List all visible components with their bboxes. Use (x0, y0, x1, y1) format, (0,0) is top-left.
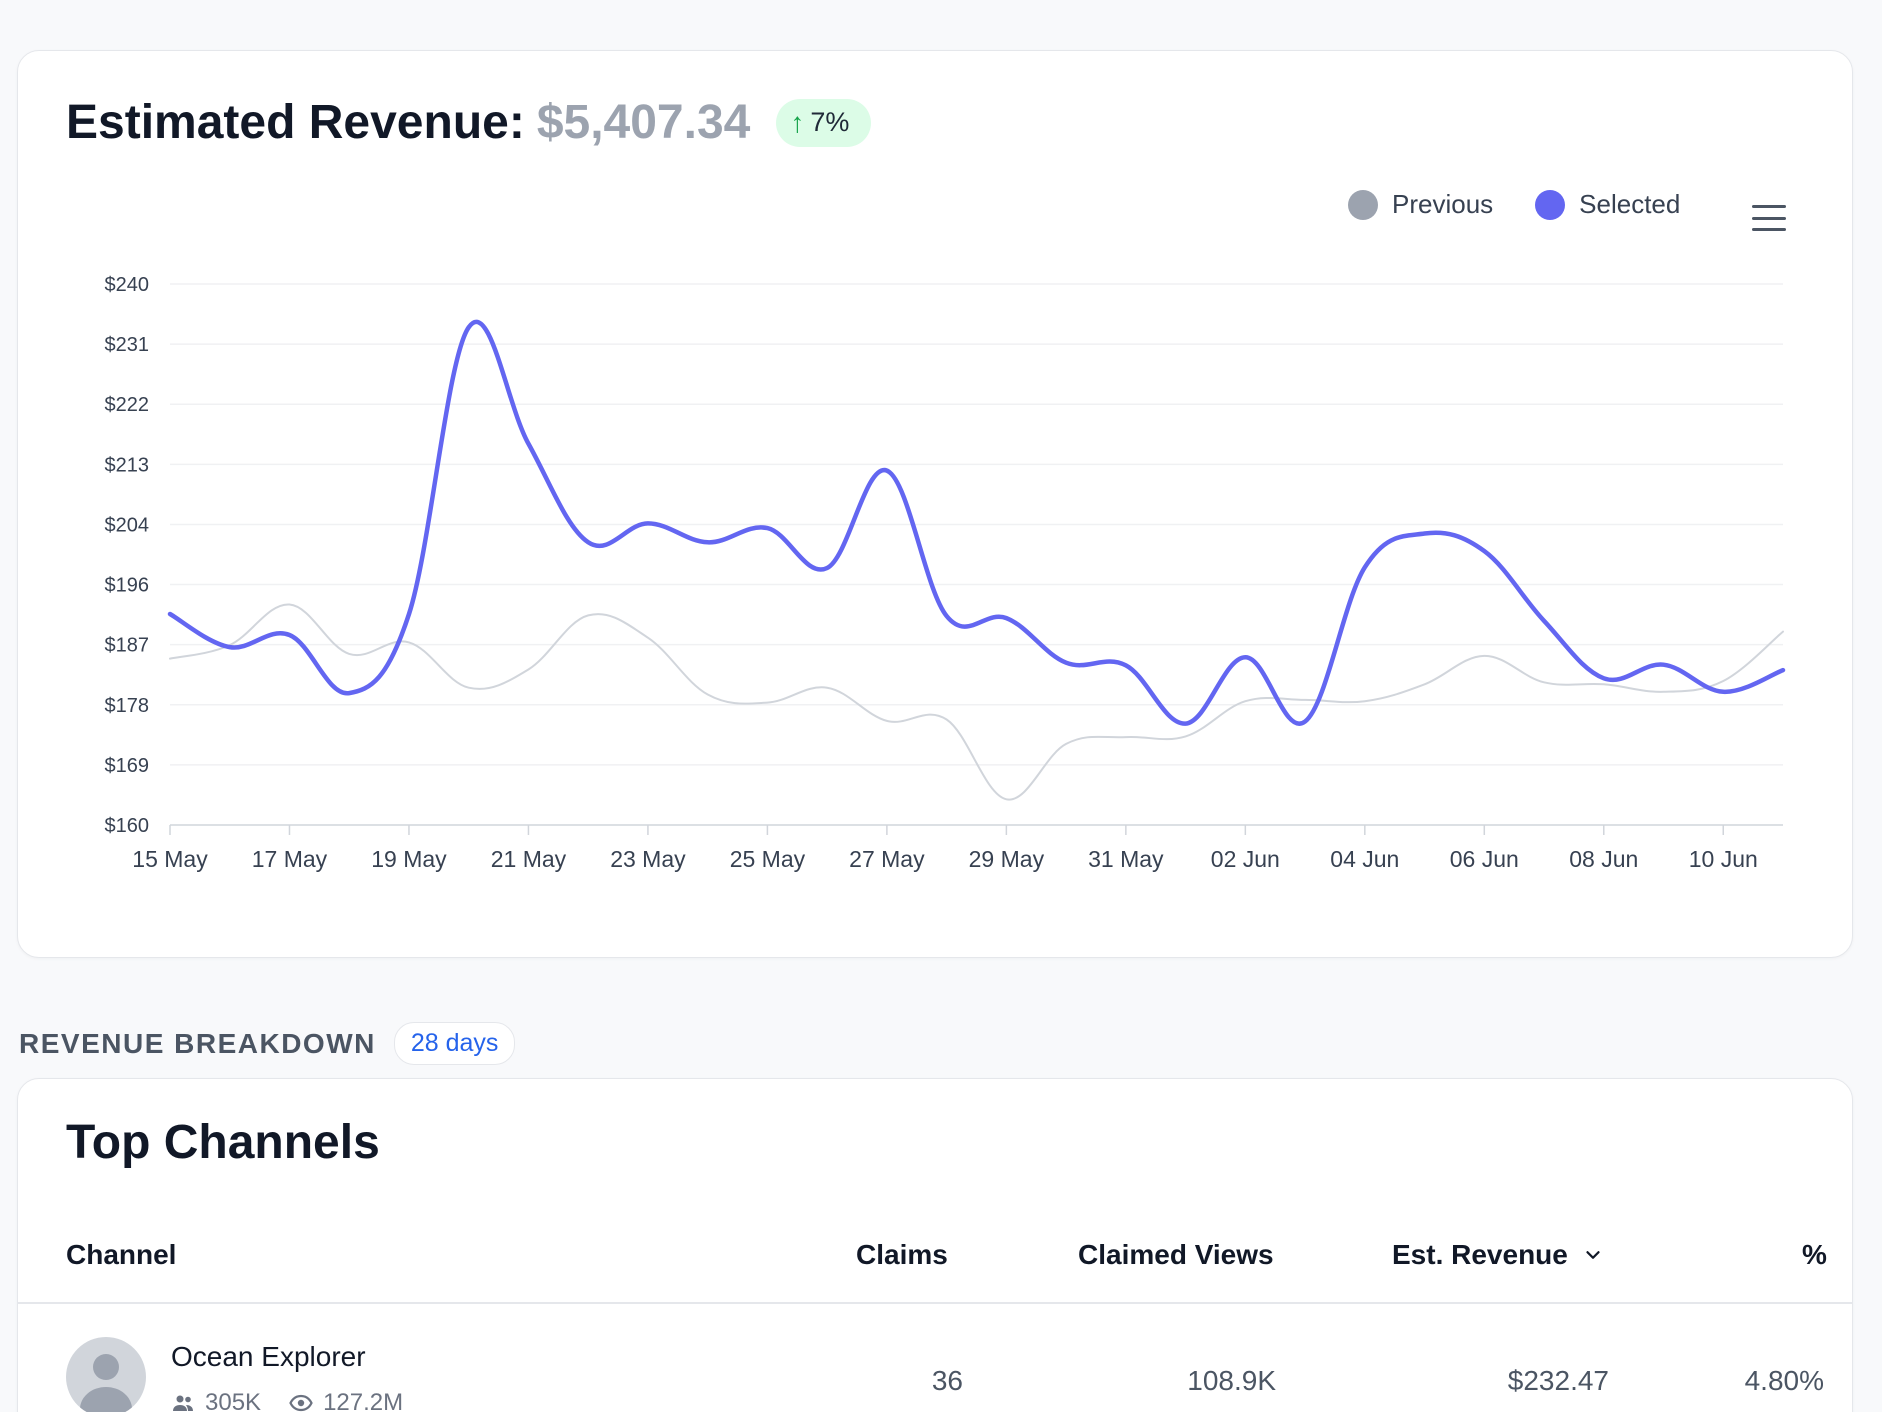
table-header-divider (18, 1302, 1852, 1304)
x-tick-label: 15 May (132, 846, 208, 872)
legend-label-selected: Selected (1579, 189, 1681, 219)
avatar (66, 1337, 146, 1412)
revenue-title: Estimated Revenue: $5,407.34 ↑ 7% (66, 95, 872, 150)
x-tick-label: 21 May (491, 846, 567, 872)
period-badge[interactable]: 28 days (393, 1022, 516, 1065)
top-channels-card: Top Channels Channel Claims Claimed View… (17, 1078, 1853, 1412)
x-tick-label: 29 May (969, 846, 1045, 872)
chevron-down-icon (1586, 1251, 1600, 1259)
legend-label-previous: Previous (1392, 189, 1494, 219)
change-badge: ↑ 7% (776, 98, 872, 147)
revenue-line-chart: $160 $169 $178 $187 $196 $204 $213 $222 $231 $240… (105, 274, 1786, 872)
cell-est-revenue: $232.47 (1507, 1365, 1609, 1396)
legend-item-selected[interactable]: Selected (1535, 189, 1680, 220)
arrow-up-icon: ↑ (790, 106, 805, 138)
x-tick-label: 08 Jun (1569, 846, 1638, 872)
y-tick-label: $160 (105, 815, 150, 837)
column-header-claims[interactable]: Claims (856, 1239, 948, 1270)
user-placeholder-icon (80, 1354, 132, 1412)
y-tick-label: $169 (105, 755, 150, 777)
table-row[interactable]: Ocean Explorer 305K 127.2M 36 108.9K $23… (18, 1305, 1852, 1412)
revenue-breakdown-header: REVENUE BREAKDOWN 28 days (19, 1022, 516, 1065)
channel-stats: 305K 127.2M (171, 1389, 403, 1412)
y-tick-label: $240 (105, 274, 150, 296)
y-tick-label: $178 (105, 695, 150, 717)
cell-percent: 4.80% (1744, 1365, 1824, 1396)
column-header-est-revenue[interactable]: Est. Revenue (1392, 1239, 1604, 1271)
column-header-channel[interactable]: Channel (66, 1239, 177, 1270)
cell-claims: 36 (931, 1365, 963, 1396)
x-tick-label: 06 Jun (1450, 846, 1519, 872)
legend-dot-selected (1535, 189, 1566, 220)
x-tick-label: 17 May (252, 846, 328, 872)
x-tick-label: 02 Jun (1211, 846, 1280, 872)
y-tick-label: $204 (105, 514, 150, 536)
column-header-est-revenue-label: Est. Revenue (1392, 1239, 1568, 1270)
breakdown-label: REVENUE BREAKDOWN (19, 1027, 376, 1059)
column-header-percent[interactable]: % (1802, 1239, 1827, 1270)
cell-claimed-views: 108.9K (1187, 1365, 1276, 1396)
channel-subscribers: 305K (205, 1389, 262, 1412)
chart-legend: Previous Selected (1348, 189, 1680, 220)
x-tick-label: 19 May (371, 846, 447, 872)
top-channels-title: Top Channels (66, 1116, 380, 1169)
y-tick-label: $222 (105, 394, 150, 416)
revenue-title-label: Estimated Revenue: (66, 96, 525, 149)
revenue-card: Estimated Revenue: $5,407.34 ↑ 7% Previo… (17, 50, 1853, 958)
series-line-previous (169, 603, 1784, 801)
users-icon (173, 1395, 193, 1411)
x-tick-label: 25 May (730, 846, 806, 872)
revenue-amount: $5,407.34 (536, 96, 751, 149)
series-line-selected (167, 319, 1786, 726)
x-tick-label: 04 Jun (1330, 846, 1399, 872)
x-tick-label: 23 May (610, 846, 686, 872)
x-tick-label: 27 May (849, 846, 925, 872)
hamburger-menu-icon[interactable] (1752, 205, 1786, 231)
column-header-claimed-views[interactable]: Claimed Views (1078, 1239, 1274, 1270)
y-tick-label: $187 (105, 635, 150, 657)
y-tick-label: $213 (105, 454, 150, 476)
y-tick-label: $231 (105, 334, 150, 356)
y-tick-label: $196 (105, 575, 150, 597)
legend-item-previous[interactable]: Previous (1348, 189, 1493, 220)
channel-total-views: 127.2M (323, 1389, 404, 1412)
change-value: 7% (810, 107, 850, 137)
eye-icon (289, 1394, 313, 1412)
legend-dot-previous (1348, 189, 1378, 220)
x-tick-label: 31 May (1088, 846, 1164, 872)
channel-name[interactable]: Ocean Explorer (171, 1341, 366, 1372)
x-tick-label: 10 Jun (1689, 846, 1758, 872)
